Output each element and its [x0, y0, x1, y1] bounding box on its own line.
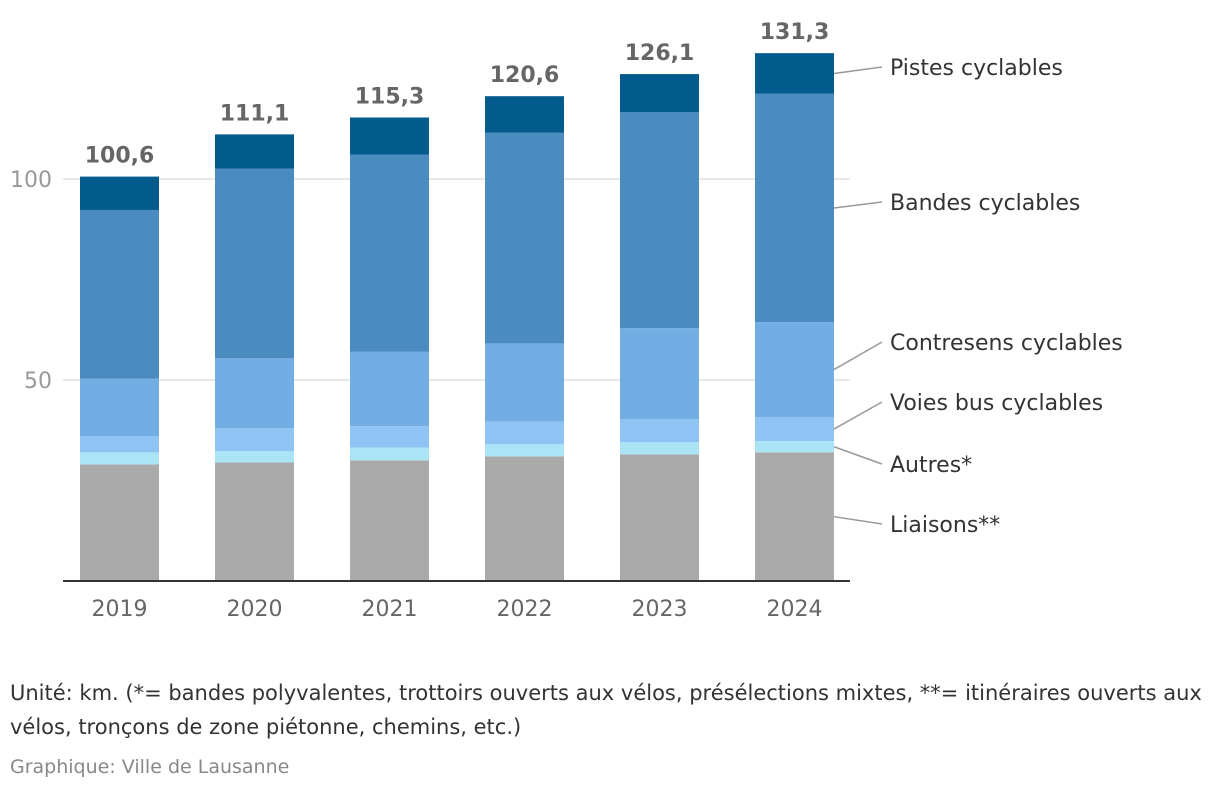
bar-segment-2023-2: [620, 418, 699, 443]
bar-segment-2024-2: [755, 416, 834, 442]
bar-segment-2019-1: [80, 452, 159, 465]
total-label-2019: 100,6: [85, 144, 155, 169]
bar-segment-2023-0: [620, 454, 699, 581]
bar-segment-2023-5: [620, 74, 699, 113]
stacked-bar-chart: 100,6 111,1 115,3 120,6 126,1 131,3 50 100 2019…: [10, 20, 1123, 622]
gridlines: [63, 178, 850, 381]
legend-label-5: Pistes cyclables: [890, 56, 1063, 81]
bar-segment-2019-5: [80, 176, 159, 210]
bar-segment-2020-3: [215, 358, 294, 429]
bar-segment-2019-4: [80, 209, 159, 379]
bar-segment-2022-4: [485, 132, 564, 344]
bar-segment-2024-5: [755, 53, 834, 94]
bar-segment-2022-3: [485, 343, 564, 422]
bar-segment-2021-2: [350, 426, 429, 448]
total-label-2022: 120,6: [490, 63, 560, 88]
axes: 50 100 2019 2020 2021 2022 2023 2024: [10, 168, 850, 622]
total-label-2021: 115,3: [355, 84, 425, 109]
bar-segment-2020-2: [215, 428, 294, 452]
x-tick-label-2023: 2023: [632, 597, 688, 622]
legend-connector-1: [833, 446, 883, 465]
legend-label-3: Contresens cyclables: [890, 331, 1123, 356]
bar-segment-2022-1: [485, 444, 564, 457]
x-tick-label-2021: 2021: [362, 597, 418, 622]
bar-segment-2021-1: [350, 447, 429, 461]
legend-connector-2: [833, 401, 883, 430]
chart-note: Unité: km. (*= bandes polyvalentes, trot…: [10, 681, 1202, 739]
x-tick-label-2019: 2019: [92, 597, 148, 622]
legend-connector-0: [833, 515, 883, 525]
chart-source: Graphique: Ville de Lausanne: [10, 756, 290, 778]
total-label-2023: 126,1: [625, 41, 695, 66]
bar-segment-2023-4: [620, 112, 699, 329]
bar-segment-2023-3: [620, 328, 699, 419]
bar-segment-2024-4: [755, 93, 834, 323]
bar-segment-2022-0: [485, 456, 564, 581]
bar-segment-2020-1: [215, 451, 294, 463]
legend-connector-3: [833, 341, 883, 371]
bar-segment-2019-3: [80, 378, 159, 437]
bar-segment-2021-3: [350, 351, 429, 427]
y-tick-label-100: 100: [10, 168, 52, 193]
bar-segment-2020-0: [215, 462, 294, 581]
x-tick-label-2020: 2020: [227, 597, 283, 622]
bar-segment-2023-1: [620, 442, 699, 455]
y-tick-label-50: 50: [24, 369, 52, 394]
bar-segment-2024-1: [755, 441, 834, 453]
bars: [80, 53, 834, 581]
legend-connector-5: [833, 66, 883, 75]
bar-segment-2019-0: [80, 464, 159, 581]
x-tick-label-2022: 2022: [497, 597, 553, 622]
x-tick-label-2024: 2024: [767, 597, 823, 622]
bar-segment-2022-5: [485, 96, 564, 133]
total-label-2024: 131,3: [760, 20, 830, 45]
bar-segment-2024-3: [755, 322, 834, 417]
bar-segment-2021-4: [350, 154, 429, 352]
legend-connector-4: [833, 201, 883, 209]
bar-segment-2020-5: [215, 134, 294, 169]
bar-segment-2024-0: [755, 452, 834, 581]
legend-label-2: Voies bus cyclables: [890, 391, 1103, 416]
bar-segment-2020-4: [215, 168, 294, 359]
legend-label-4: Bandes cyclables: [890, 191, 1080, 216]
bar-segment-2021-5: [350, 117, 429, 155]
bar-segment-2019-2: [80, 436, 159, 453]
legend: Liaisons** Autres* Voies bus cyclables Cont…: [833, 56, 1123, 538]
legend-label-1: Autres*: [890, 453, 972, 478]
bar-segment-2022-2: [485, 421, 564, 445]
legend-label-0: Liaisons**: [890, 513, 1000, 538]
total-labels: 100,6 111,1 115,3 120,6 126,1 131,3: [85, 20, 830, 168]
bar-segment-2021-0: [350, 460, 429, 581]
total-label-2020: 111,1: [220, 101, 290, 126]
